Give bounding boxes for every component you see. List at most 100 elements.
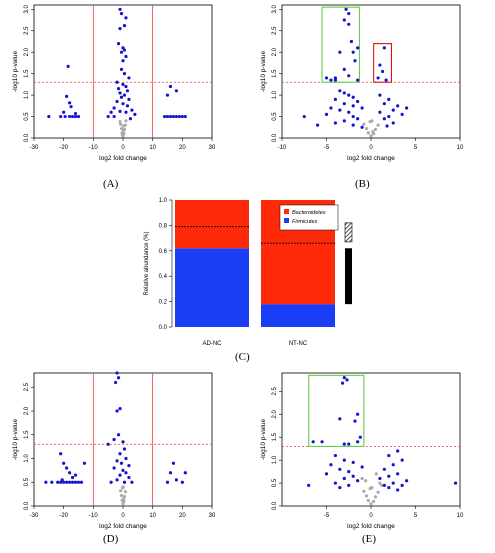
- y-tick-label: 0.5: [272, 478, 278, 487]
- nonsignificant-point: [372, 499, 376, 504]
- volcano-plot-a-svg: -30 -20 -10 0 10 20 30 0.0 0.5 1.0 1.5 2.0 2.5 3.0 log…: [12, 4, 216, 162]
- nonsignificant-point: [368, 120, 372, 124]
- data-point: [360, 106, 364, 110]
- data-point: [59, 452, 63, 456]
- y-tick-label: 1.0: [24, 454, 30, 463]
- data-point: [360, 125, 364, 129]
- data-point: [62, 461, 66, 465]
- data-point: [396, 472, 400, 476]
- data-point: [405, 479, 409, 483]
- data-point: [347, 470, 351, 474]
- data-point: [118, 26, 122, 31]
- data-point: [376, 76, 380, 80]
- data-point: [109, 480, 113, 484]
- x-tick-label: -20: [59, 145, 68, 151]
- volcano-plot-e: -5 0 5 10 0.0 0.5 1.0 1.5 2.0 2.5 log2 fold change…: [248, 368, 495, 548]
- data-point: [56, 480, 60, 484]
- data-point: [122, 93, 127, 97]
- data-point: [180, 480, 184, 484]
- data-point: [342, 67, 346, 71]
- y-tick-label: 0.8: [159, 223, 168, 229]
- data-point: [382, 467, 386, 471]
- data-point: [124, 16, 128, 20]
- data-point: [112, 466, 116, 470]
- data-point: [382, 102, 386, 106]
- y-axis-label: -log10 p-value: [12, 51, 19, 93]
- x-tick-label: 10: [149, 145, 156, 151]
- x-tick-label: 0: [369, 145, 373, 151]
- x-tick-label: 0: [369, 513, 373, 519]
- data-point: [356, 440, 360, 444]
- data-point: [162, 114, 167, 119]
- data-point: [387, 97, 391, 101]
- data-point: [109, 110, 113, 114]
- y-tick-label: 1.5: [272, 432, 278, 441]
- data-point: [62, 110, 66, 114]
- bar-segment-firmicutes: [261, 304, 335, 327]
- data-point: [118, 7, 122, 11]
- data-point: [382, 483, 386, 487]
- x-tick-label: 10: [149, 513, 156, 519]
- data-point: [333, 481, 337, 485]
- data-point: [358, 435, 362, 439]
- highlight-box-green: [308, 374, 365, 447]
- volcano-plot-d-svg: -30 -20 -10 0 10 20 30 0.0 0.5 1.0 1.5 2.0 2.5 log2 f…: [12, 371, 216, 530]
- data-point: [124, 84, 128, 89]
- data-point: [387, 453, 391, 458]
- data-point: [171, 461, 176, 465]
- nonsignificant-point: [120, 132, 125, 137]
- data-point: [73, 111, 78, 116]
- data-point: [356, 46, 360, 50]
- x-tick-label: -30: [30, 145, 39, 151]
- data-point: [121, 440, 125, 444]
- data-point: [125, 104, 130, 108]
- nonsignificant-point: [124, 119, 128, 123]
- data-point: [384, 78, 388, 82]
- x-tick-label: -10: [89, 145, 98, 151]
- data-point: [387, 486, 391, 490]
- data-point: [65, 94, 69, 98]
- data-point: [347, 22, 351, 26]
- data-point: [351, 114, 355, 119]
- legend-swatch-bacteroidetes: [284, 209, 289, 214]
- y-tick-label: 0.6: [159, 249, 168, 255]
- y-tick-label: 2.5: [24, 382, 30, 391]
- data-point: [382, 117, 386, 121]
- data-point: [118, 473, 122, 477]
- nonsignificant-point: [376, 123, 380, 127]
- legend-label-firmicutes: Firmicutes: [292, 219, 318, 225]
- data-point: [342, 18, 346, 22]
- data-point: [122, 48, 127, 52]
- caption-e: (E): [362, 533, 377, 545]
- data-point: [356, 479, 360, 483]
- y-tick-label: 0.5: [272, 112, 278, 121]
- data-point: [174, 478, 178, 482]
- y-tick-label: 1.0: [272, 455, 278, 464]
- data-point: [115, 478, 119, 482]
- data-point: [396, 104, 400, 108]
- data-point: [333, 121, 337, 125]
- data-point: [130, 108, 134, 112]
- data-point: [165, 480, 170, 484]
- data-point: [333, 453, 337, 458]
- y-axis-label: -log10 p-value: [260, 51, 267, 93]
- data-point: [342, 476, 346, 481]
- data-point: [347, 483, 351, 487]
- caption-b: (B): [355, 178, 370, 190]
- x-tick-label: 5: [414, 513, 418, 519]
- y-tick-label: 2.0: [272, 409, 278, 418]
- nonsignificant-point: [121, 486, 125, 490]
- data-point: [356, 99, 360, 104]
- data-point: [360, 465, 364, 469]
- data-point: [62, 480, 66, 484]
- data-point: [122, 72, 127, 76]
- data-point: [171, 114, 176, 119]
- data-point: [307, 483, 311, 487]
- data-point: [119, 67, 124, 71]
- y-tick-label: 1.0: [24, 90, 30, 99]
- x-category-label: AD-NC: [203, 341, 223, 347]
- y-tick-label: 3.0: [24, 4, 30, 13]
- x-tick-label: 0: [121, 145, 125, 151]
- y-tick-label: 2.0: [24, 47, 30, 56]
- nonsignificant-point: [119, 489, 123, 493]
